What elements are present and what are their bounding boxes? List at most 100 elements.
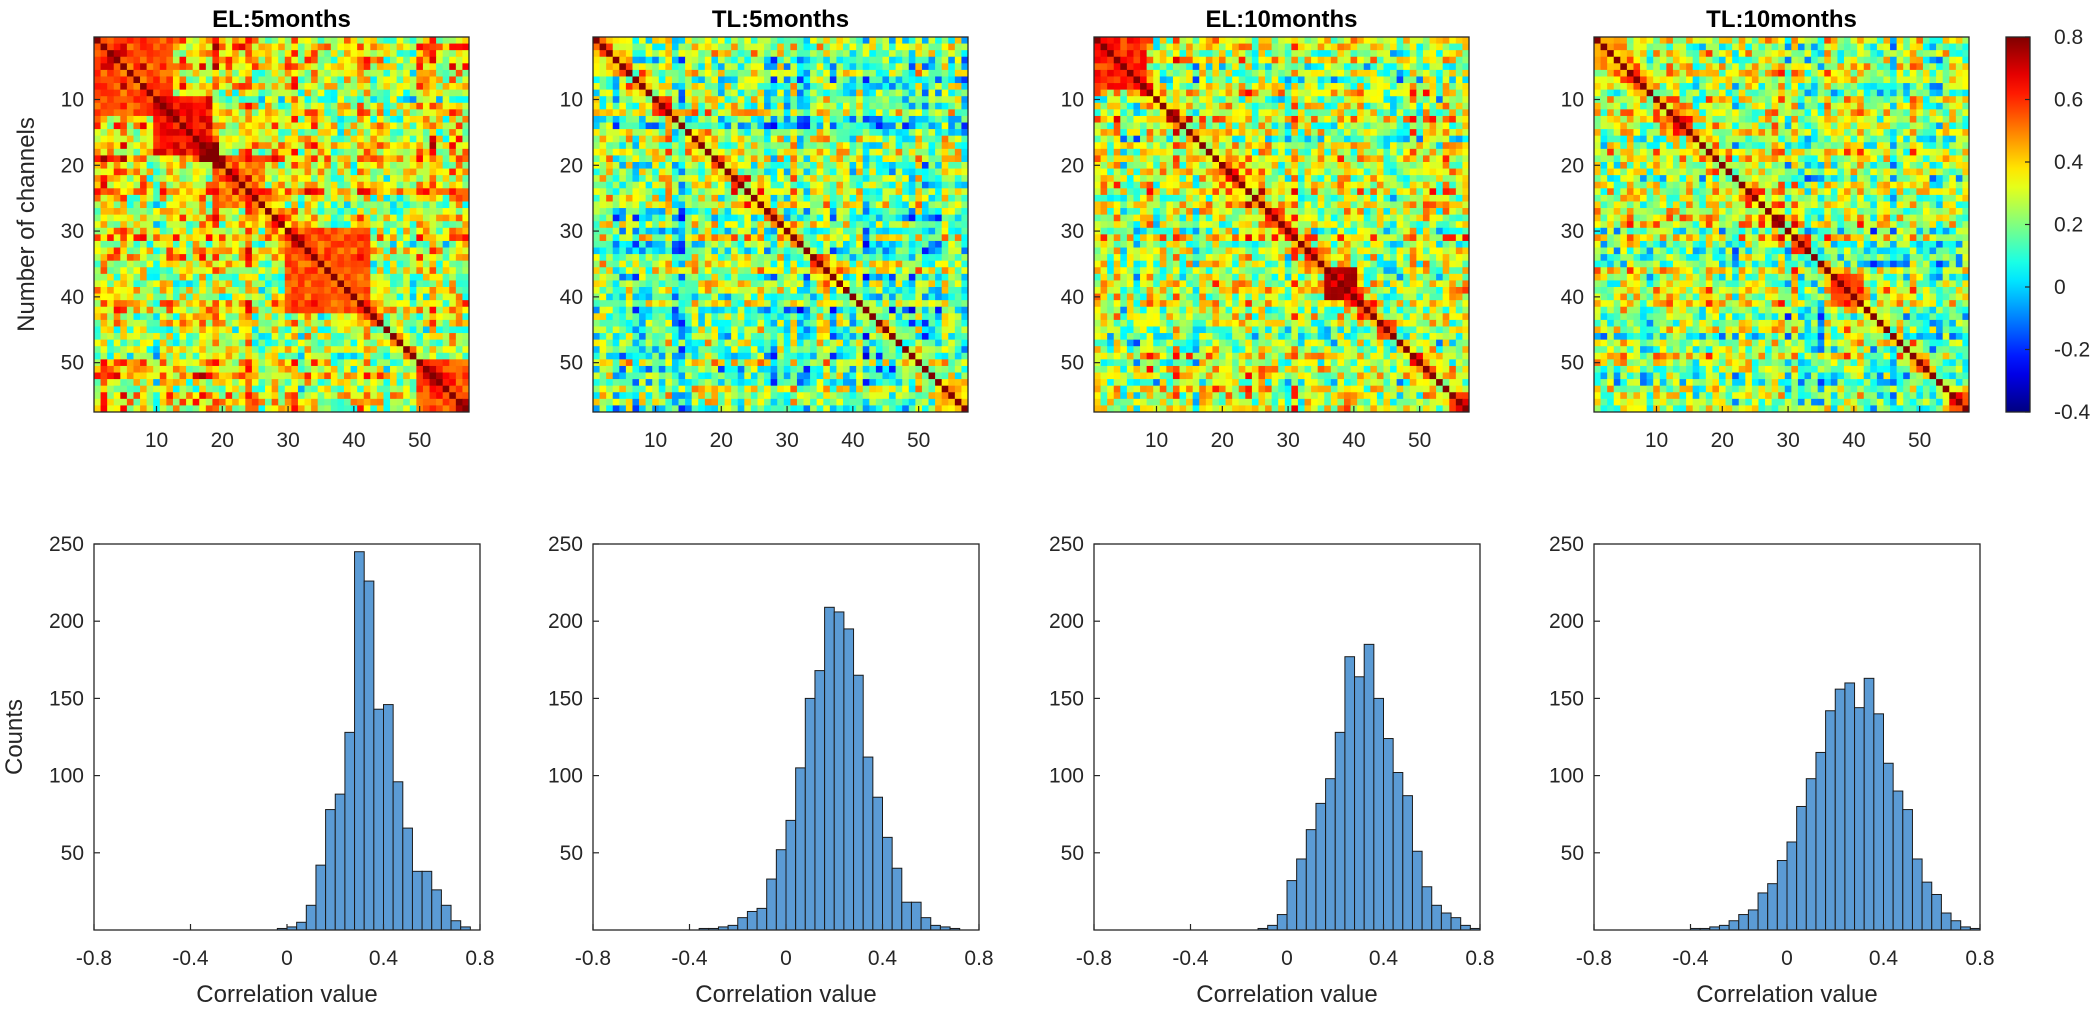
heatmap-cell xyxy=(436,254,444,262)
heatmap-cell xyxy=(166,293,174,301)
heatmap-cell xyxy=(921,221,929,229)
heatmap-cell xyxy=(192,306,200,314)
heatmap-cell xyxy=(350,201,358,209)
heatmap-cell xyxy=(291,155,299,163)
heatmap-cell xyxy=(856,221,864,229)
heatmap-cell xyxy=(390,96,397,104)
heatmap-cell xyxy=(199,372,207,380)
heatmap-cell xyxy=(777,122,785,130)
heatmap-cell xyxy=(297,135,305,143)
heatmap-cell xyxy=(711,194,719,202)
heatmap-cell xyxy=(954,227,962,235)
heatmap-cell xyxy=(219,201,226,209)
heatmap-cell xyxy=(935,188,943,196)
heatmap-cell xyxy=(107,56,115,64)
heatmap-cell xyxy=(737,109,745,117)
heatmap-cell xyxy=(186,181,194,189)
heatmap-cell xyxy=(199,162,207,169)
heatmap-cell xyxy=(954,115,962,123)
heatmap-cell xyxy=(810,201,818,209)
heatmap-cell xyxy=(619,175,627,183)
heatmap-cell xyxy=(192,326,200,334)
heatmap-cell xyxy=(251,63,259,71)
heatmap-cell xyxy=(902,221,910,229)
heatmap-cell xyxy=(278,234,286,242)
heatmap-cell xyxy=(357,405,365,413)
heatmap-cell xyxy=(153,208,161,215)
heatmap-cell xyxy=(265,89,272,97)
heatmap-cell xyxy=(849,188,857,196)
heatmap-cell xyxy=(94,142,101,150)
heatmap-cell xyxy=(324,122,332,130)
heatmap-cell xyxy=(954,76,962,84)
heatmap-cell xyxy=(324,227,332,235)
heatmap-cell xyxy=(107,398,115,406)
heatmap-cell xyxy=(619,96,627,104)
heatmap-cell xyxy=(120,293,128,301)
heatmap-cell xyxy=(619,234,627,242)
heatmap-cell xyxy=(783,89,791,97)
heatmap-cell xyxy=(159,319,167,327)
heatmap-cell xyxy=(107,234,115,242)
heatmap-cell xyxy=(449,398,457,406)
heatmap-cell xyxy=(403,352,411,360)
heatmap-cell xyxy=(783,227,791,235)
heatmap-cell xyxy=(718,43,725,51)
heatmap-cell xyxy=(455,280,463,288)
heatmap-cell xyxy=(166,313,174,321)
heatmap-cell xyxy=(436,115,444,123)
heatmap-cell xyxy=(284,221,292,229)
heatmap-cell xyxy=(344,43,351,51)
heatmap-cell xyxy=(126,194,134,202)
heatmap-cell xyxy=(442,240,450,248)
heatmap-cell xyxy=(324,115,332,123)
heatmap-cell xyxy=(238,365,246,373)
heatmap-cell xyxy=(416,168,424,176)
heatmap-cell xyxy=(422,148,430,156)
heatmap-cell xyxy=(849,109,857,117)
heatmap-cell xyxy=(836,181,844,189)
heatmap-cell xyxy=(186,188,194,196)
heatmap-cell xyxy=(317,346,325,354)
heatmap-cell xyxy=(278,69,286,77)
heatmap-cell xyxy=(764,43,771,51)
heatmap-cell xyxy=(823,50,831,58)
heatmap-cell xyxy=(403,168,411,176)
heatmap-cell xyxy=(291,208,299,215)
heatmap-cell xyxy=(265,214,272,222)
heatmap-cell xyxy=(350,240,358,248)
heatmap-cell xyxy=(869,175,877,183)
heatmap-cell xyxy=(258,333,266,340)
heatmap-cell xyxy=(442,254,450,262)
heatmap-cell xyxy=(140,260,147,268)
heatmap-cell xyxy=(291,129,299,137)
heatmap-cell xyxy=(829,83,837,90)
heatmap-cell xyxy=(462,135,470,143)
heatmap-cell xyxy=(612,89,620,97)
heatmap-cell xyxy=(324,379,332,387)
heatmap-cell xyxy=(698,214,706,222)
heatmap-cell xyxy=(317,102,325,110)
heatmap-cell xyxy=(146,352,154,360)
heatmap-cell xyxy=(297,43,305,51)
heatmap-cell xyxy=(238,142,246,150)
heatmap-cell xyxy=(921,148,929,156)
heatmap-cell xyxy=(94,240,101,248)
heatmap-cell xyxy=(757,129,765,137)
heatmap-cell xyxy=(390,260,397,268)
heatmap-cell xyxy=(284,240,292,248)
heatmap-cell xyxy=(941,50,949,58)
heatmap-cell xyxy=(941,142,949,150)
heatmap-cell xyxy=(606,69,614,77)
heatmap-cell xyxy=(284,148,292,156)
heatmap-cell xyxy=(245,201,253,209)
heatmap-cell xyxy=(869,109,877,117)
heatmap-cell xyxy=(179,293,187,301)
heatmap-cell xyxy=(94,56,101,64)
heatmap-cell xyxy=(403,234,411,242)
heatmap-cell xyxy=(889,69,896,77)
heatmap-cell xyxy=(606,162,614,169)
heatmap-cell xyxy=(652,56,660,64)
heatmap-cell xyxy=(875,162,883,169)
heatmap-cell xyxy=(383,162,391,169)
